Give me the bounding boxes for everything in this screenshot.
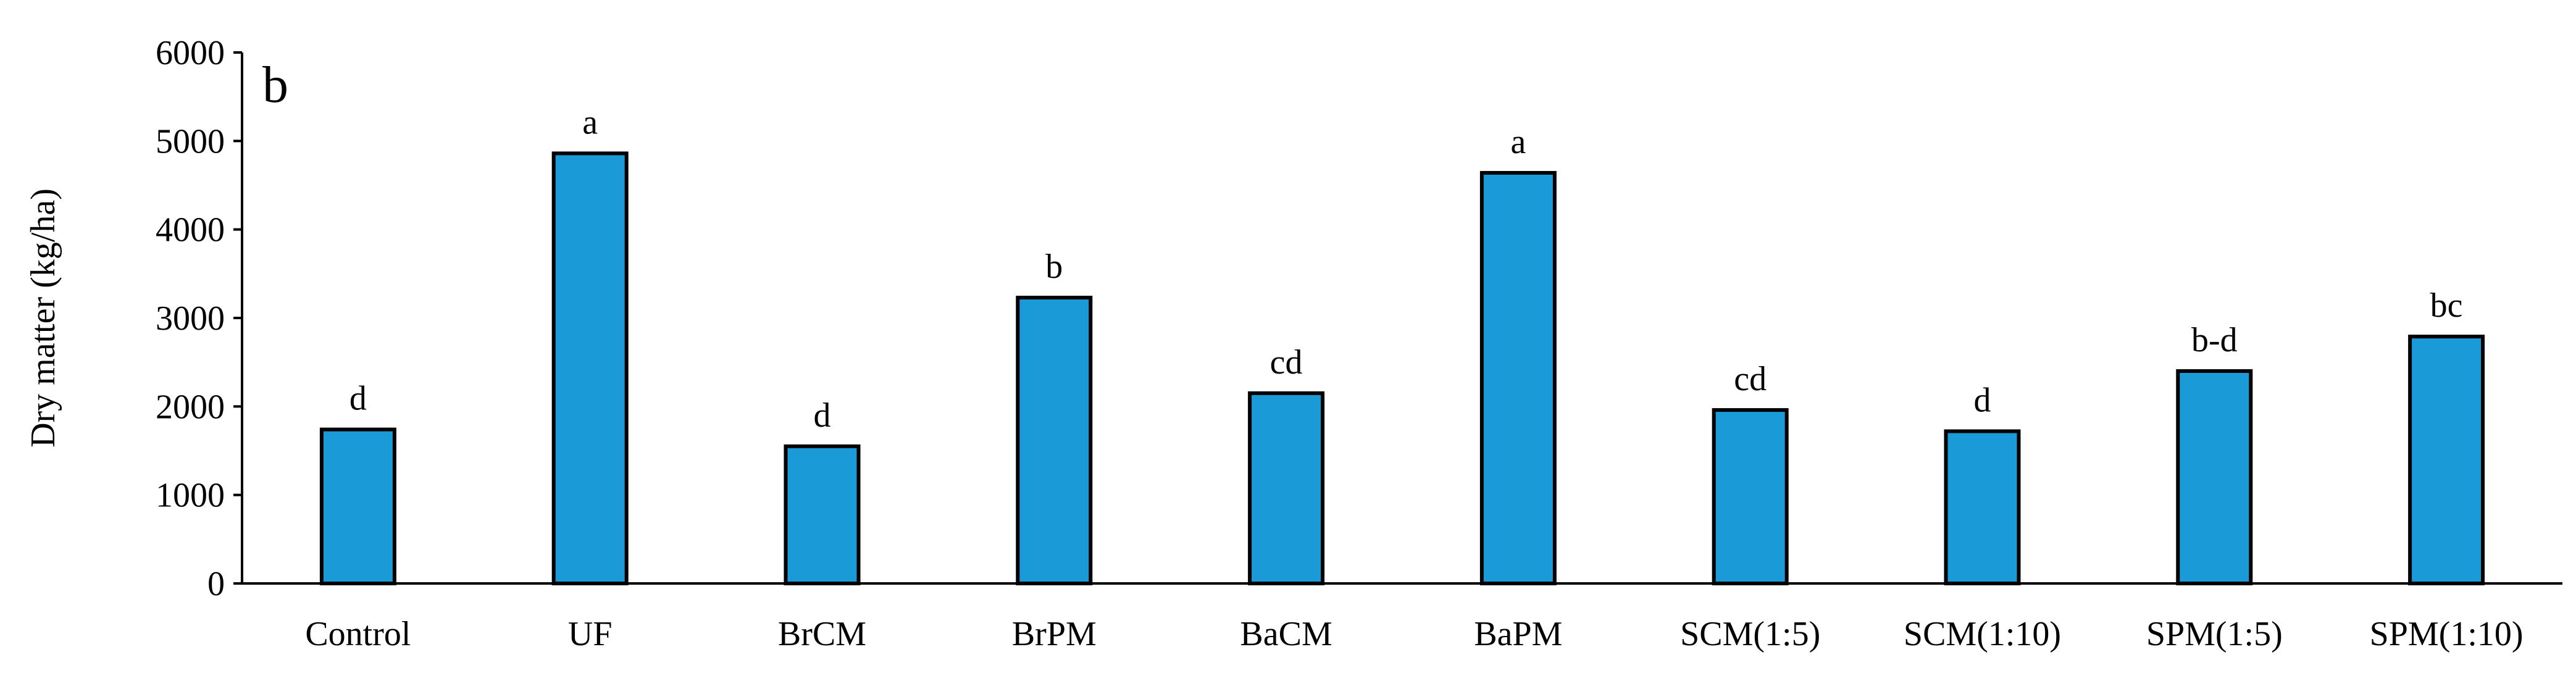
- x-axis-labels: Control UF BrCM BrPM BaCM BaPM SCM(1:5) SCM(1:1…: [305, 615, 2523, 653]
- x-tick-label: SPM(1:5): [2146, 615, 2283, 653]
- bar-UF: [551, 151, 629, 585]
- y-axis-title: Dry matter (kg/ha): [24, 188, 62, 448]
- bar-BaPM: [1479, 170, 1557, 585]
- bar-BrPM: [1016, 296, 1093, 585]
- x-tick-label: SCM(1:5): [1680, 615, 1820, 653]
- x-tick-label: Control: [305, 615, 411, 653]
- y-tick-label: 2000: [156, 388, 225, 426]
- x-tick-label: SCM(1:10): [1904, 615, 2061, 653]
- bar-Control: [319, 427, 396, 585]
- significance-label: b-d: [2191, 321, 2238, 359]
- significance-label: cd: [1734, 360, 1767, 398]
- bar-SPM(1:10): [2408, 335, 2485, 585]
- y-tick-label: 6000: [156, 34, 225, 72]
- y-tick-label: 5000: [156, 122, 225, 161]
- significance-label: d: [1974, 381, 1991, 419]
- significance-label: bc: [2430, 286, 2463, 325]
- x-tick-label: BaCM: [1240, 615, 1332, 653]
- significance-label: d: [814, 396, 831, 435]
- significance-label: a: [582, 103, 598, 141]
- x-tick-label: BrCM: [778, 615, 866, 653]
- bar-BaCM: [1248, 391, 1325, 585]
- x-tick-label: BrPM: [1012, 615, 1097, 653]
- bar-SPM(1:5): [2176, 369, 2253, 585]
- x-tick-label: BaPM: [1474, 615, 1562, 653]
- y-tick-label: 4000: [156, 211, 225, 249]
- y-tick-label: 0: [207, 565, 225, 603]
- panel-label: b: [262, 56, 288, 114]
- significance-labels: d a d b cd a cd d b-d bc: [349, 103, 2463, 434]
- y-tick-label: 3000: [156, 299, 225, 338]
- significance-label: a: [1510, 123, 1526, 161]
- y-axis-ticks: 0 1000 2000 3000 4000 5000 6000: [156, 34, 242, 603]
- x-tick-label: SPM(1:10): [2370, 615, 2524, 653]
- x-tick-label: UF: [568, 615, 613, 653]
- bar-SCM(1:5): [1712, 408, 1789, 585]
- bar-SCM(1:10): [1944, 429, 2021, 586]
- significance-label: b: [1045, 248, 1063, 286]
- bars: [319, 151, 2485, 586]
- significance-label: cd: [1270, 343, 1303, 382]
- y-tick-label: 1000: [156, 477, 225, 515]
- bar-BrCM: [784, 444, 861, 585]
- significance-label: d: [349, 380, 367, 418]
